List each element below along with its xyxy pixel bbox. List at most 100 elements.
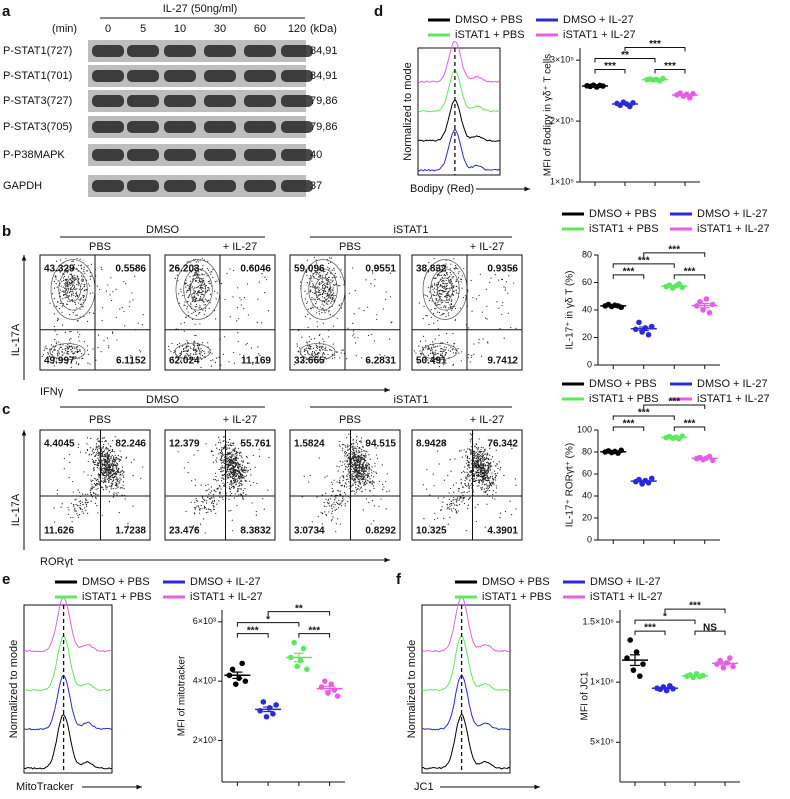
event [310,318,311,319]
event [112,469,113,470]
event [54,339,55,340]
event [194,293,195,294]
event [354,478,355,479]
event [243,460,244,461]
blot-band [127,45,159,57]
event [213,505,214,506]
event [62,503,63,504]
event [468,474,469,475]
event [264,292,265,293]
event [99,474,100,475]
event [192,286,193,287]
event [306,347,307,348]
event [468,499,469,500]
event [444,346,445,347]
event [196,287,197,288]
event [113,494,114,495]
event [208,300,209,301]
event [493,479,494,480]
event [467,476,468,477]
event [368,470,369,471]
event [212,451,213,452]
event [187,351,188,352]
event [343,284,344,285]
event [93,448,94,449]
event [376,319,377,320]
event [105,472,106,473]
event [77,352,78,353]
event [327,272,328,273]
event [112,331,113,332]
event [211,486,212,487]
event [312,283,313,284]
event [108,476,109,477]
event [241,476,242,477]
event [339,444,340,445]
event [355,465,356,466]
event [332,289,333,290]
event [228,499,229,500]
event [487,465,488,466]
event [324,354,325,355]
event [373,520,374,521]
event [474,467,475,468]
event [193,290,194,291]
event [325,493,326,494]
event [123,311,124,312]
event [492,476,493,477]
event [101,462,102,463]
event [458,491,459,492]
event [481,463,482,464]
blot-band [281,121,313,133]
event [72,286,73,287]
event [471,472,472,473]
event [123,477,124,478]
event [307,282,308,283]
event [228,458,229,459]
event [312,521,313,522]
event [186,283,187,284]
event [70,288,71,289]
event [448,291,449,292]
event [193,350,194,351]
event [69,301,70,302]
event [245,469,246,470]
event [98,455,99,456]
event [433,353,434,354]
event [443,351,444,352]
event [238,494,239,495]
event [451,501,452,502]
event [331,289,332,290]
event [444,480,445,481]
event [87,350,88,351]
event [451,277,452,278]
event [321,348,322,349]
event [138,322,139,323]
quadrant-value: 11.169 [241,356,271,367]
event [489,490,490,491]
event [69,462,70,463]
event [199,307,200,308]
event [382,464,383,465]
event [352,484,353,485]
event [493,461,494,462]
event [369,464,370,465]
event [476,458,477,459]
event [62,344,63,345]
event [309,341,310,342]
event [230,463,231,464]
event [71,367,72,368]
event [480,455,481,456]
event [200,292,201,293]
event [490,469,491,470]
event [428,287,429,288]
event [177,344,178,345]
event [56,306,57,307]
event [113,464,114,465]
event [191,313,192,314]
event [434,352,435,353]
event [344,486,345,487]
event [95,484,96,485]
event [88,502,89,503]
event [63,292,64,293]
